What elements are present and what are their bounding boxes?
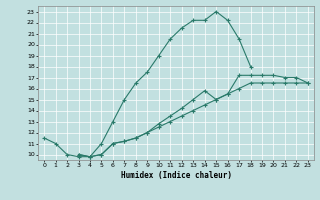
X-axis label: Humidex (Indice chaleur): Humidex (Indice chaleur) bbox=[121, 171, 231, 180]
